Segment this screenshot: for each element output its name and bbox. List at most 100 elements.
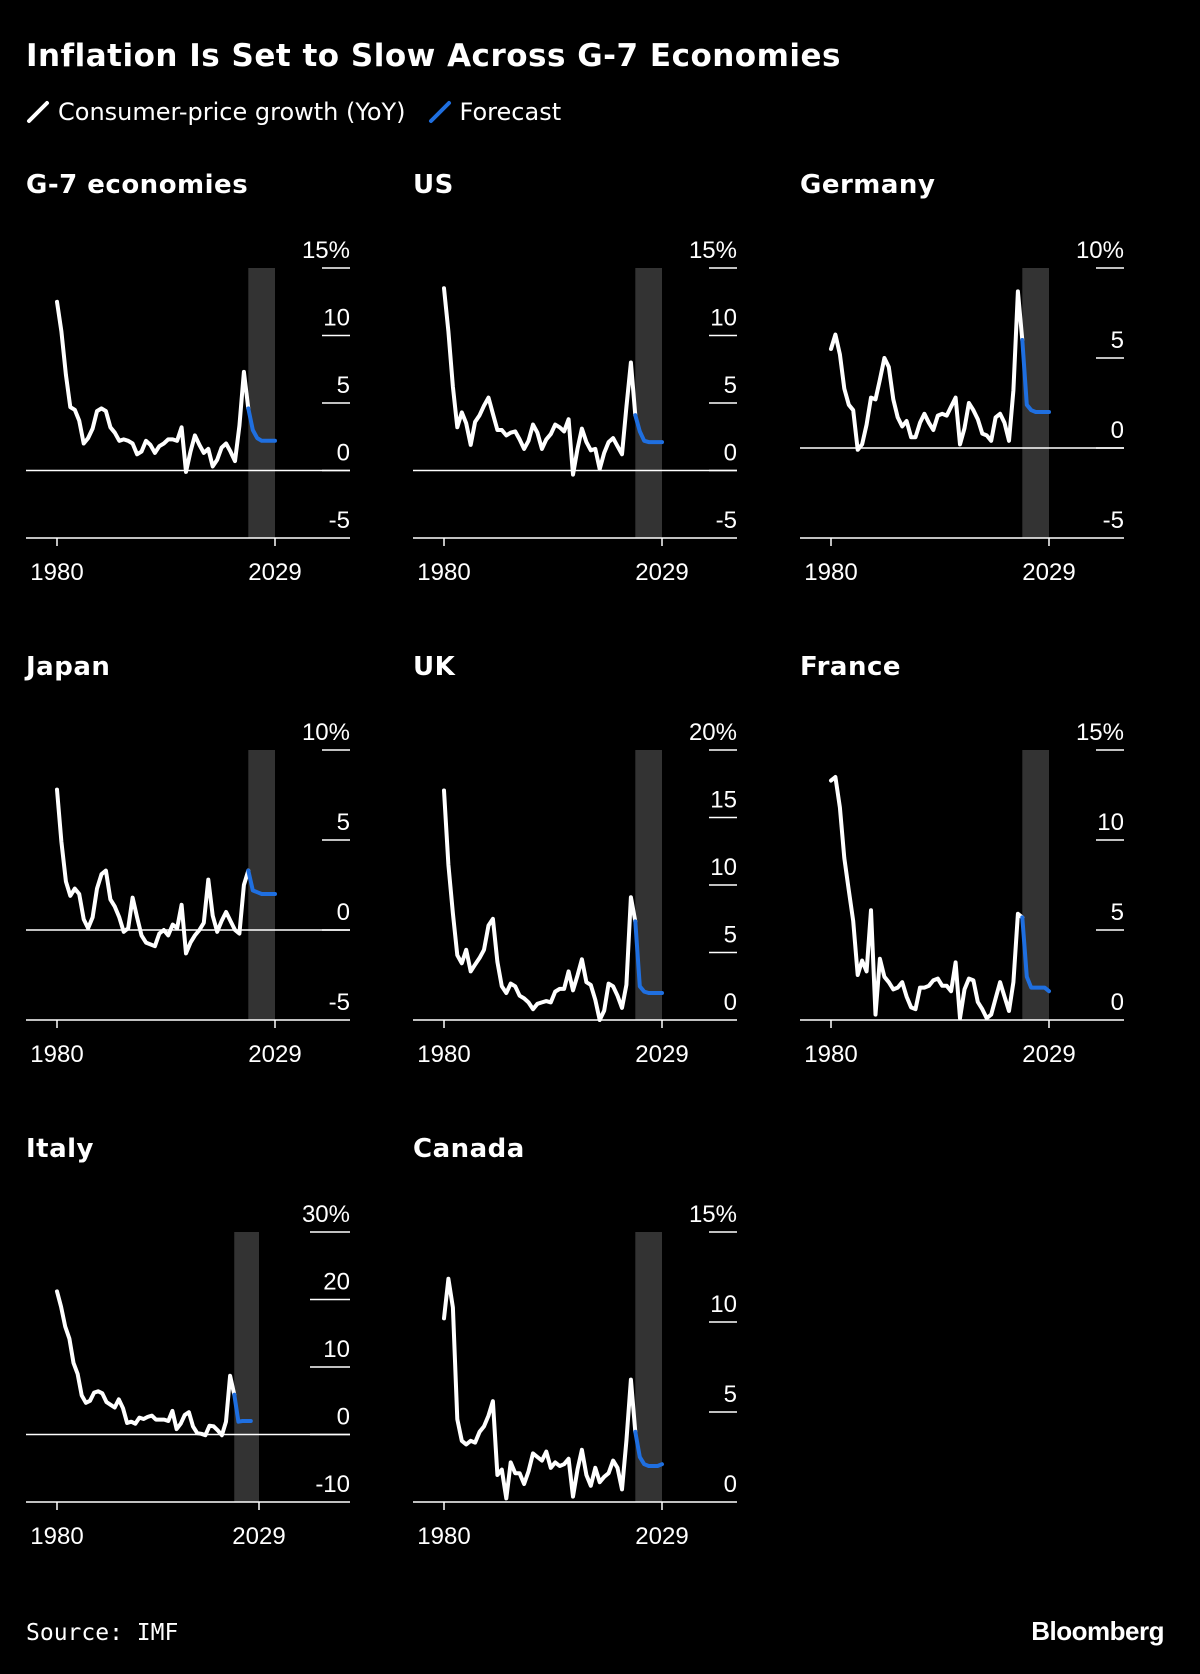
panel-canada: Canada 15% 10 5 0 1980 2029 [413,1134,773,1614]
y-tick-label: 5 [337,809,350,836]
history-line [442,788,638,1022]
forecast-band [248,268,275,538]
y-tick-label: -10 [315,1471,350,1498]
x-tick-label: 2029 [232,1523,285,1550]
y-tick-label: 15% [302,237,350,264]
history-line [55,299,251,474]
x-tick-label: 2029 [635,559,688,586]
legend-item-history: Consumer-price growth (YoY) [26,98,406,126]
forecast-band [234,1232,259,1502]
chart-title: Inflation Is Set to Slow Across G-7 Econ… [26,38,842,74]
y-tick-label: 0 [1111,417,1124,444]
history-line [442,1276,638,1501]
x-tick-label: 2029 [248,559,301,586]
y-tick-label: 15% [689,1201,737,1228]
y-tick-label: 5 [337,372,350,399]
y-tick-label: 15 [710,787,737,814]
x-tick-label: 1980 [417,1041,470,1068]
source-note: Source: IMF [26,1620,179,1646]
y-tick-label: 0 [724,440,737,467]
panel-title: Italy [26,1134,95,1164]
legend: Consumer-price growth (YoY) Forecast [26,98,583,126]
y-tick-label: 20% [689,719,737,746]
forecast-line [633,413,664,445]
y-tick-label: 10% [302,719,350,746]
legend-line-blue-icon [428,101,451,123]
legend-line-white-icon [27,101,49,123]
y-tick-label: 30% [302,1201,350,1228]
chart-svg: 20% 15 10 5 0 1980 2029 [413,719,737,1068]
panel-g-7-economies: G-7 economies 15% 10 5 0 -5 1980 2029 [26,170,386,650]
y-tick-label: -5 [329,989,350,1016]
panel-title: US [413,170,454,200]
x-tick-label: 2029 [1022,559,1075,586]
chart-svg: 15% 10 5 0 1980 2029 [413,1201,737,1550]
legend-label-forecast: Forecast [459,98,562,126]
y-tick-label: 10 [323,1336,350,1363]
y-tick-label: 10% [1076,237,1124,264]
forecast-line [246,406,277,443]
panel-germany: Germany 10% 5 0 -5 1980 2029 [800,170,1160,650]
chart-svg: 10% 5 0 -5 1980 2029 [800,237,1124,586]
x-tick-label: 1980 [417,559,470,586]
x-tick-label: 1980 [417,1523,470,1550]
chart-svg: 30% 20 10 0 -10 1980 2029 [26,1201,350,1550]
forecast-line [633,1429,664,1468]
y-tick-label: 5 [1111,899,1124,926]
bloomberg-logo: Bloomberg [1031,1616,1164,1646]
y-tick-label: 5 [1111,327,1124,354]
forecast-line [232,1392,253,1424]
y-tick-label: -5 [1103,507,1124,534]
y-tick-label: 0 [724,1471,737,1498]
history-line [55,787,251,956]
forecast-line [246,868,277,896]
y-tick-label: 0 [337,440,350,467]
x-tick-label: 1980 [804,559,857,586]
y-tick-label: 0 [337,1404,350,1431]
chart-svg: 15% 10 5 0 1980 2029 [800,719,1124,1068]
y-tick-label: 5 [724,1381,737,1408]
y-tick-label: 10 [1097,809,1124,836]
x-tick-label: 1980 [30,559,83,586]
history-line [829,289,1025,452]
x-tick-label: 1980 [804,1041,857,1068]
panel-us: US 15% 10 5 0 -5 1980 2029 [413,170,773,650]
chart-svg: 10% 5 0 -5 1980 2029 [26,719,350,1068]
y-tick-label: 5 [724,372,737,399]
forecast-line [1020,915,1051,994]
x-tick-label: 1980 [30,1523,83,1550]
y-tick-label: 10 [710,1291,737,1318]
panel-title: France [800,652,902,682]
y-tick-label: -5 [716,507,737,534]
x-tick-label: 1980 [30,1041,83,1068]
y-tick-label: 10 [710,305,737,332]
panel-japan: Japan 10% 5 0 -5 1980 2029 [26,652,386,1132]
chart-svg: 15% 10 5 0 -5 1980 2029 [26,237,350,586]
forecast-band [635,268,662,538]
x-tick-label: 2029 [248,1041,301,1068]
y-tick-label: 15% [1076,719,1124,746]
forecast-line [1020,338,1051,414]
panel-title: UK [413,652,456,682]
panel-title: Canada [413,1134,525,1164]
x-tick-label: 2029 [635,1523,688,1550]
panel-france: France 15% 10 5 0 1980 2029 [800,652,1160,1132]
y-tick-label: 15% [689,237,737,264]
y-tick-label: 0 [724,989,737,1016]
y-tick-label: 0 [1111,989,1124,1016]
x-tick-label: 2029 [635,1041,688,1068]
history-line [829,775,1025,1021]
forecast-band [635,1232,662,1502]
panel-uk: UK 20% 15 10 5 0 1980 2029 [413,652,773,1132]
panel-title: G-7 economies [26,170,249,200]
x-tick-label: 2029 [1022,1041,1075,1068]
history-line [442,286,638,477]
y-tick-label: -5 [329,507,350,534]
chart-svg: 15% 10 5 0 -5 1980 2029 [413,237,737,586]
forecast-line [633,919,664,995]
panel-title: Germany [800,170,936,200]
panel-title: Japan [26,652,111,682]
y-tick-label: 20 [323,1269,350,1296]
y-tick-label: 10 [710,854,737,881]
legend-label-history: Consumer-price growth (YoY) [58,98,406,126]
